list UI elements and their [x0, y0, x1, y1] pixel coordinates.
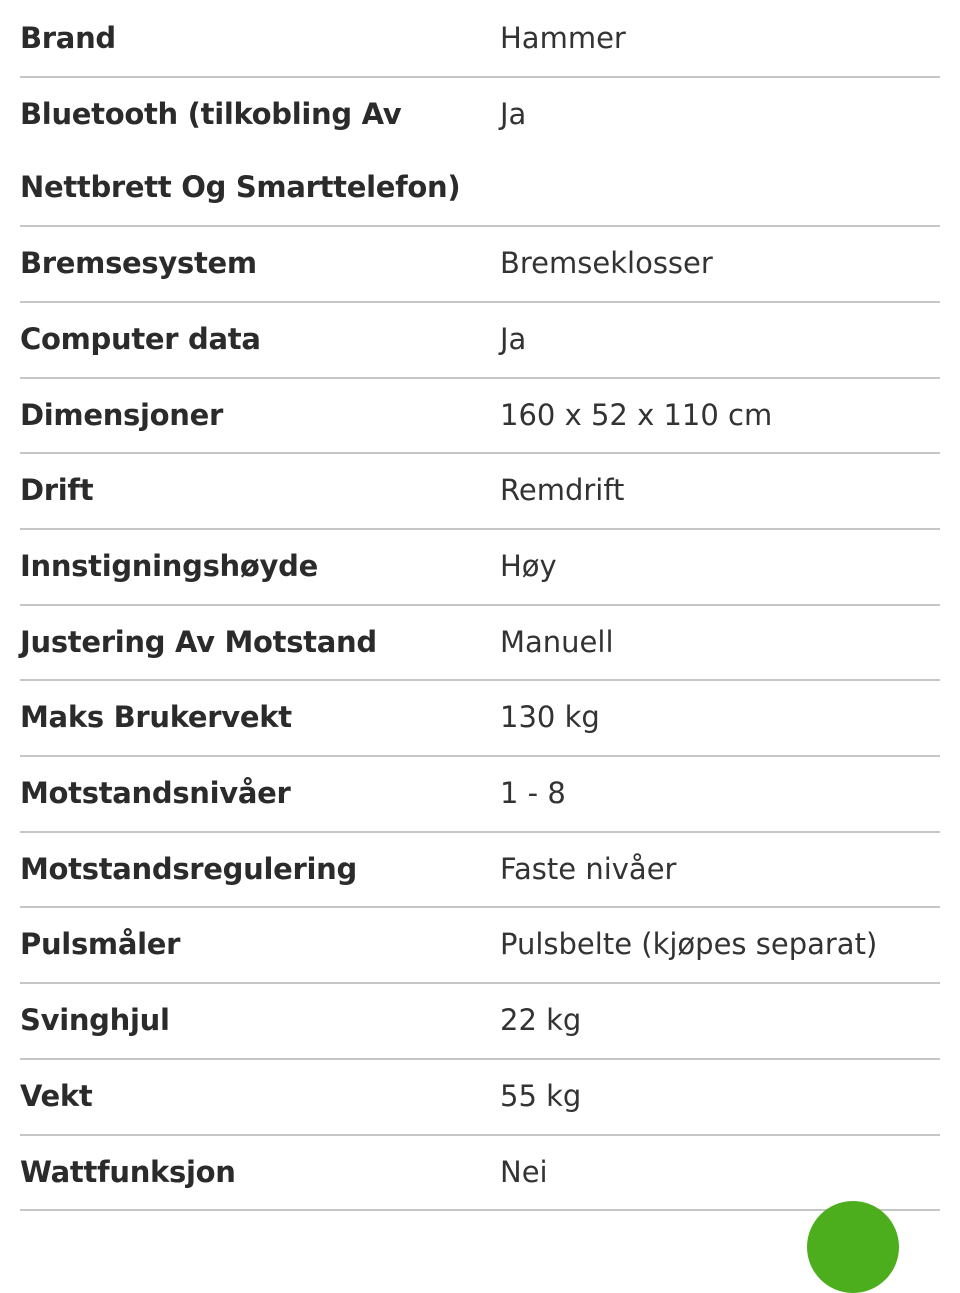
spec-row: Motstandsregulering Faste nivåer — [20, 833, 940, 909]
spec-value: 130 kg — [500, 700, 600, 735]
spec-value: 22 kg — [500, 1003, 582, 1038]
spec-row: Dimensjoner 160 x 52 x 110 cm — [20, 379, 940, 455]
spec-value: Bremseklosser — [500, 246, 713, 281]
spec-label: Justering Av Motstand — [20, 624, 377, 659]
spec-row: Justering Av Motstand Manuell — [20, 606, 940, 682]
spec-value: Remdrift — [500, 473, 625, 508]
spec-label: Computer data — [20, 321, 261, 356]
spec-label: Motstandsregulering — [20, 851, 357, 886]
spec-row: Maks Brukervekt 130 kg — [20, 681, 940, 758]
spec-value: Hammer — [500, 21, 626, 55]
spec-label: Dimensjoner — [20, 397, 223, 432]
spec-row: Innstigningshøyde Høy — [20, 530, 940, 606]
spec-row: Bluetooth (tilkobling Av Nettbrett Og Sm… — [20, 78, 940, 228]
spec-label: Pulsmåler — [20, 927, 181, 962]
spec-label: Motstandsnivåer — [20, 776, 291, 811]
spec-value: Høy — [500, 548, 557, 583]
specifications-table: Brand Hammer Bluetooth (tilkobling Av Nett… — [20, 2, 940, 1212]
spec-label: Drift — [20, 473, 94, 508]
spec-row: Motstandsnivåer 1 - 8 — [20, 757, 940, 833]
spec-row: Wattfunksjon Nei — [20, 1136, 940, 1212]
spec-label: Brand — [20, 21, 116, 55]
spec-row: Pulsmåler Pulsbelte (kjøpes separat) — [20, 908, 940, 985]
spec-row: Computer data Ja — [20, 303, 940, 379]
spec-row: Svinghjul 22 kg — [20, 984, 940, 1060]
spec-value: Manuell — [500, 624, 614, 659]
spec-value: 160 x 52 x 110 cm — [500, 397, 773, 432]
spec-label: Svinghjul — [20, 1003, 170, 1038]
spec-row: Bremsesystem Bremseklosser — [20, 227, 940, 303]
spec-value: Pulsbelte (kjøpes separat) — [500, 927, 878, 962]
spec-label: Bremsesystem — [20, 246, 257, 281]
chat-button[interactable] — [807, 1201, 899, 1293]
spec-value: Faste nivåer — [500, 851, 677, 886]
spec-label: Vekt — [20, 1078, 93, 1113]
spec-row: Vekt 55 kg — [20, 1060, 940, 1136]
spec-label: Innstigningshøyde — [20, 548, 318, 583]
spec-label: Wattfunksjon — [20, 1154, 236, 1189]
spec-value: 1 - 8 — [500, 776, 566, 811]
spec-label: Bluetooth (tilkobling Av Nettbrett Og Sm… — [20, 96, 461, 205]
spec-row: Drift Remdrift — [20, 454, 940, 530]
spec-value: Nei — [500, 1154, 548, 1189]
spec-row: Brand Hammer — [20, 2, 940, 78]
spec-value: 55 kg — [500, 1078, 582, 1113]
spec-label: Maks Brukervekt — [20, 700, 292, 735]
spec-value: Ja — [500, 96, 527, 131]
spec-value: Ja — [500, 321, 527, 356]
